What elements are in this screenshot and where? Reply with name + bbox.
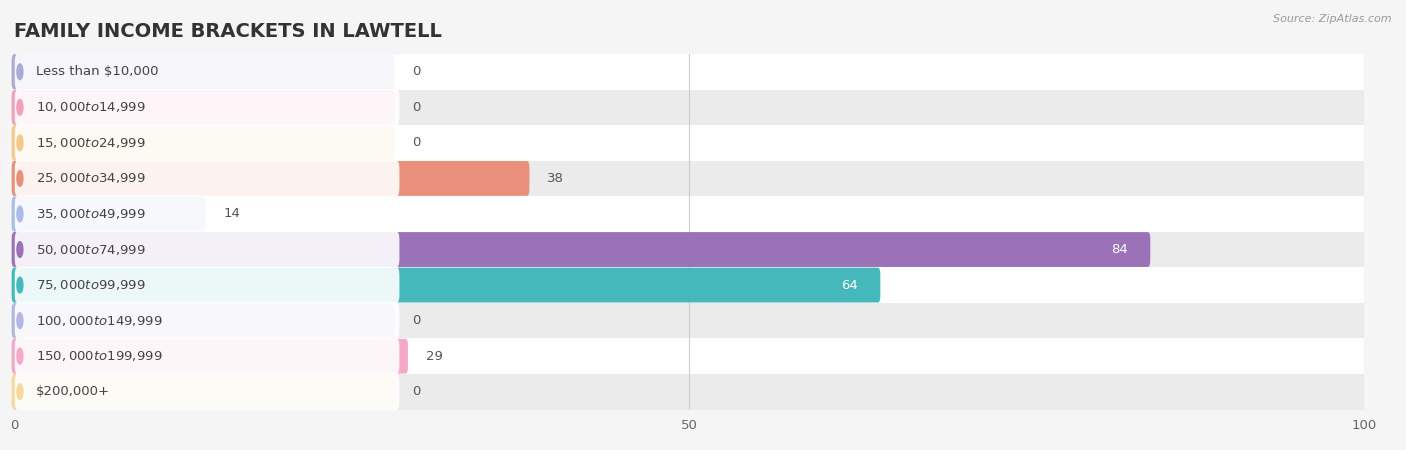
Circle shape xyxy=(17,99,22,115)
FancyBboxPatch shape xyxy=(14,160,399,197)
Bar xyxy=(14,196,1364,232)
FancyBboxPatch shape xyxy=(11,374,395,409)
FancyBboxPatch shape xyxy=(14,231,399,268)
Text: $25,000 to $34,999: $25,000 to $34,999 xyxy=(37,171,146,185)
FancyBboxPatch shape xyxy=(11,232,1150,267)
Circle shape xyxy=(17,242,22,257)
Text: 0: 0 xyxy=(412,136,420,149)
Text: 14: 14 xyxy=(224,207,240,220)
Text: 0: 0 xyxy=(412,385,420,398)
Text: $100,000 to $149,999: $100,000 to $149,999 xyxy=(37,314,163,328)
FancyBboxPatch shape xyxy=(11,90,395,125)
FancyBboxPatch shape xyxy=(11,161,530,196)
Circle shape xyxy=(17,384,22,400)
Circle shape xyxy=(17,64,22,80)
Circle shape xyxy=(17,171,22,186)
Text: 0: 0 xyxy=(412,65,420,78)
Text: $10,000 to $14,999: $10,000 to $14,999 xyxy=(37,100,146,114)
Text: 0: 0 xyxy=(412,101,420,114)
FancyBboxPatch shape xyxy=(14,374,399,410)
FancyBboxPatch shape xyxy=(11,268,880,302)
Text: Source: ZipAtlas.com: Source: ZipAtlas.com xyxy=(1274,14,1392,23)
Bar xyxy=(14,232,1364,267)
Text: Less than $10,000: Less than $10,000 xyxy=(37,65,159,78)
Bar xyxy=(14,90,1364,125)
Text: 29: 29 xyxy=(426,350,443,363)
Bar xyxy=(14,125,1364,161)
FancyBboxPatch shape xyxy=(11,339,408,374)
FancyBboxPatch shape xyxy=(14,54,399,90)
Text: $150,000 to $199,999: $150,000 to $199,999 xyxy=(37,349,163,363)
Text: FAMILY INCOME BRACKETS IN LAWTELL: FAMILY INCOME BRACKETS IN LAWTELL xyxy=(14,22,441,41)
Text: $50,000 to $74,999: $50,000 to $74,999 xyxy=(37,243,146,256)
Text: 84: 84 xyxy=(1111,243,1128,256)
FancyBboxPatch shape xyxy=(14,89,399,126)
Circle shape xyxy=(17,277,22,293)
FancyBboxPatch shape xyxy=(11,126,395,160)
Text: $15,000 to $24,999: $15,000 to $24,999 xyxy=(37,136,146,150)
Circle shape xyxy=(17,135,22,151)
FancyBboxPatch shape xyxy=(14,338,399,374)
Circle shape xyxy=(17,313,22,328)
FancyBboxPatch shape xyxy=(14,125,399,161)
Bar xyxy=(14,338,1364,374)
Text: 64: 64 xyxy=(841,279,858,292)
FancyBboxPatch shape xyxy=(11,303,395,338)
Text: 0: 0 xyxy=(412,314,420,327)
Bar xyxy=(14,54,1364,90)
Bar xyxy=(14,161,1364,196)
Bar xyxy=(14,303,1364,338)
Text: $200,000+: $200,000+ xyxy=(37,385,110,398)
Text: 38: 38 xyxy=(547,172,564,185)
Circle shape xyxy=(17,206,22,222)
FancyBboxPatch shape xyxy=(14,196,399,232)
Bar xyxy=(14,267,1364,303)
Bar xyxy=(14,374,1364,410)
FancyBboxPatch shape xyxy=(14,267,399,303)
Text: $75,000 to $99,999: $75,000 to $99,999 xyxy=(37,278,146,292)
FancyBboxPatch shape xyxy=(11,197,205,231)
FancyBboxPatch shape xyxy=(14,302,399,339)
Circle shape xyxy=(17,348,22,364)
FancyBboxPatch shape xyxy=(11,54,395,89)
Text: $35,000 to $49,999: $35,000 to $49,999 xyxy=(37,207,146,221)
